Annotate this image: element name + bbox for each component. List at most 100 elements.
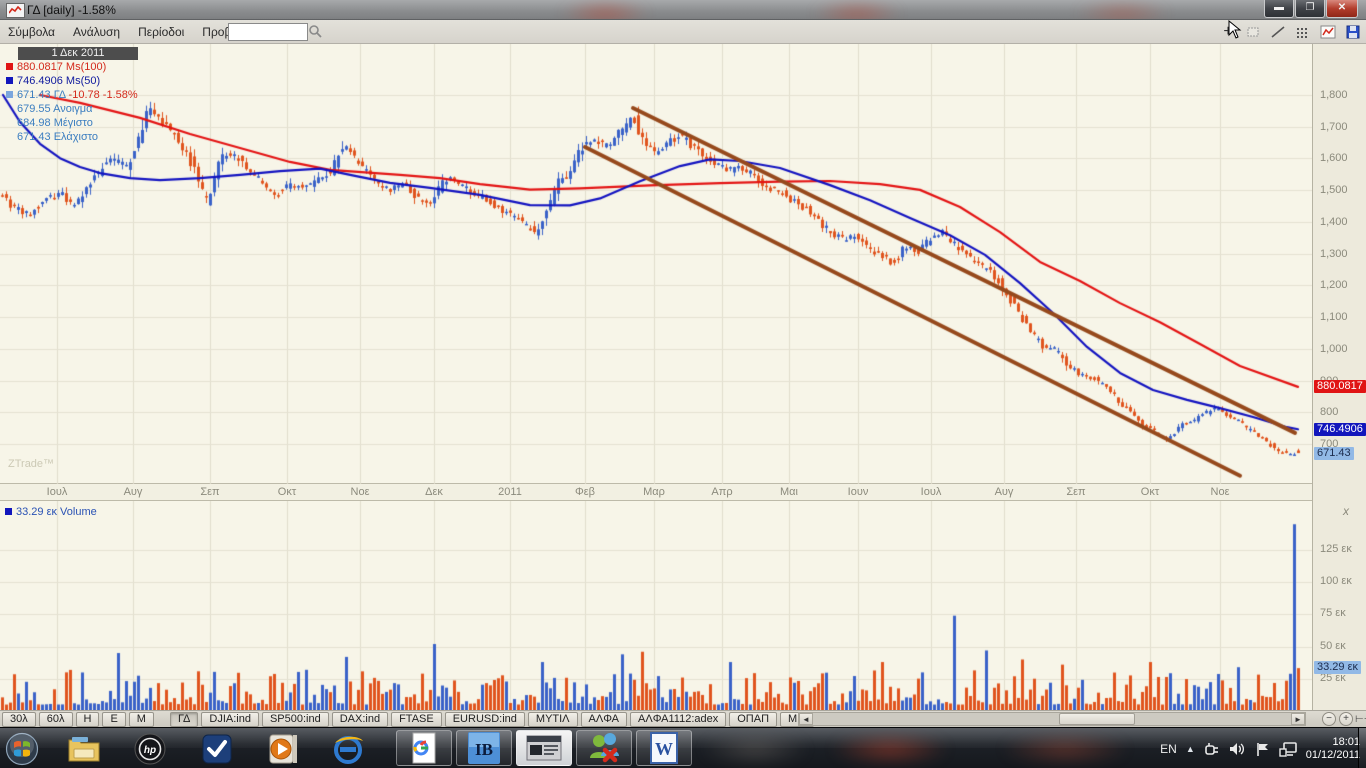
symbol-tab-bar: 30λ 60λ Η Ε Μ ΓΔ DJIA:ind SP500:ind DAX:ind FTASE… (2, 712, 815, 727)
close-button[interactable]: ✕ (1326, 0, 1358, 18)
x-tick-0: Ιουλ (46, 486, 68, 498)
legend-date: 1 Δεκ 2011 (18, 47, 138, 60)
word-button[interactable]: W (636, 730, 692, 766)
clock-time: 18:01 (1332, 735, 1360, 748)
price-tick-4: 1,400 (1320, 215, 1348, 228)
clock-date: 01/12/2011 (1305, 748, 1360, 761)
legend-text: 671.43 ΓΔ (17, 89, 69, 101)
symbol-tab-FTASE[interactable]: FTASE (391, 712, 442, 727)
volume-tick-1: 100 εκ (1320, 575, 1352, 588)
fit-width-icon[interactable]: ⊢⊣ (1355, 714, 1366, 725)
window-titlebar[interactable]: ΓΔ [daily] -1.58% ▬ ❐ ✕ (0, 0, 1366, 20)
scrollbar-thumb[interactable] (1059, 713, 1135, 725)
menu-list: Σύμβολα Ανάλυση Περίοδοι Προβολή (8, 20, 250, 44)
price-tag-1: 746.4906 (1314, 422, 1366, 436)
horizontal-scrollbar[interactable]: ◄ ► (798, 712, 1306, 726)
network-icon[interactable] (1279, 741, 1297, 757)
app-icon (6, 3, 25, 18)
price-tick-2: 1,600 (1320, 152, 1348, 165)
taskbar: hp IB W EN ▲ (0, 727, 1366, 768)
price-tick-6: 1,200 (1320, 279, 1348, 292)
restore-button[interactable]: ❐ (1295, 0, 1325, 18)
x-tick-3: Οκτ (277, 486, 297, 498)
period-tab-30λ[interactable]: 30λ (2, 712, 36, 727)
price-tick-1: 1,700 (1320, 120, 1348, 133)
show-desktop-button[interactable] (1358, 728, 1366, 768)
media-player-icon[interactable] (263, 730, 303, 767)
interactive-brokers-button[interactable]: IB (456, 730, 512, 766)
drawing-toolbar: + (1219, 21, 1362, 43)
google-desktop-button[interactable] (396, 730, 452, 766)
menu-1[interactable]: Ανάλυση (73, 25, 121, 39)
messenger-button[interactable] (576, 730, 632, 766)
svg-text:hp: hp (144, 745, 156, 756)
legend-change-text: -10.78 -1.58% (68, 89, 138, 101)
volume-tick-0: 125 εκ (1320, 543, 1352, 555)
ztrade-chart-app-button[interactable] (516, 730, 572, 766)
symbol-tab-EURUSD:ind[interactable]: EURUSD:ind (444, 712, 525, 727)
language-indicator[interactable]: EN (1160, 741, 1177, 756)
period-tab-Μ[interactable]: Μ (128, 712, 154, 727)
action-center-flag-icon[interactable] (1255, 741, 1270, 757)
save-icon[interactable] (1344, 23, 1362, 41)
period-tab-60λ[interactable]: 60λ (38, 712, 73, 727)
trendline-icon[interactable] (1269, 23, 1287, 41)
menu-2[interactable]: Περίοδοι (138, 25, 185, 39)
check-app-icon[interactable] (197, 730, 237, 767)
x-tick-12: Ιουλ (920, 486, 942, 498)
chart-icon[interactable] (1319, 23, 1337, 41)
speaker-icon[interactable] (1229, 741, 1246, 757)
symbol-tab-ΟΠΑΠ[interactable]: ΟΠΑΠ (729, 712, 778, 727)
glass-blur (812, 2, 902, 19)
menu-0[interactable]: Σύμβολα (8, 25, 55, 39)
hidden-icons-arrow[interactable]: ▲ (1185, 743, 1195, 754)
glass-blur (1075, 2, 1170, 19)
svg-text:IB: IB (475, 740, 493, 759)
internet-explorer-icon[interactable] (328, 730, 368, 767)
symbol-tab-SP500:ind[interactable]: SP500:ind (261, 712, 329, 727)
price-tick-3: 1,500 (1320, 184, 1348, 197)
legend-text: 880.0817 Ms(100) (17, 61, 107, 73)
x-tick-16: Νοε (1210, 486, 1230, 498)
x-axis: Ιουλ Αυγ Σεπ Οκτ Νοε Δεκ 2011 Φεβ Μαρ Απρ Μαι Ιουν Ι… (0, 484, 1312, 500)
zoom-out-button[interactable]: − (1322, 712, 1336, 726)
scroll-left-arrow[interactable]: ◄ (799, 713, 813, 725)
symbol-tab-DAX:ind[interactable]: DAX:ind (331, 712, 389, 727)
hatch-icon[interactable] (1294, 23, 1312, 41)
symbol-tab-ΜΥΤΙΛ[interactable]: ΜΥΤΙΛ (527, 712, 578, 727)
legend-row-1: 746.4906 Ms(50) (6, 75, 100, 87)
power-plug-icon[interactable] (1204, 741, 1220, 757)
volume-legend-label: 33.29 εκ Volume (16, 506, 97, 518)
legend-marker (6, 77, 13, 84)
scroll-right-arrow[interactable]: ► (1291, 713, 1305, 725)
symbol-tab-ΓΔ[interactable]: ΓΔ (169, 712, 199, 727)
symbol-tab-ΑΛΦΑ[interactable]: ΑΛΦΑ (580, 712, 628, 727)
start-button[interactable] (2, 730, 42, 767)
price-chart-panel: 1 Δεκ 2011 880.0817 Ms(100) 746.4906 Ms(5… (0, 44, 1312, 484)
x-tick-2: Σεπ (200, 486, 220, 498)
symbol-tab-DJIA:ind[interactable]: DJIA:ind (201, 712, 259, 727)
taskbar-sheen (0, 728, 1366, 748)
volume-tick-2: 75 εκ (1320, 607, 1346, 620)
volume-tick-3: 50 εκ (1320, 639, 1346, 652)
symbol-search-input[interactable] (228, 23, 308, 41)
legend-spacer (6, 119, 13, 126)
legend-text: 679.55 Ανοιγμα (17, 103, 93, 115)
region-icon[interactable] (1244, 23, 1262, 41)
panel-close-icon[interactable]: x (1343, 504, 1349, 518)
symbol-tab-ΑΛΦΑ1112:adex[interactable]: ΑΛΦΑ1112:adex (630, 712, 727, 727)
period-tab-Ε[interactable]: Ε (102, 712, 126, 727)
crosshair-icon[interactable]: + (1223, 23, 1233, 40)
legend-spacer (6, 105, 13, 112)
hp-icon[interactable]: hp (130, 730, 170, 767)
search-icon[interactable] (308, 24, 323, 44)
clock[interactable]: 18:01 01/12/2011 (1306, 736, 1360, 762)
zoom-in-button[interactable]: + (1339, 712, 1353, 726)
period-tab-Η[interactable]: Η (75, 712, 100, 727)
volume-canvas[interactable] (0, 501, 1312, 711)
windows-explorer-icon[interactable] (64, 730, 104, 767)
minimize-button[interactable]: ▬ (1264, 0, 1294, 18)
price-chart-canvas[interactable] (0, 44, 1312, 484)
legend-row-4: 684.98 Μέγιστο (6, 117, 93, 129)
mouse-cursor (1228, 19, 1242, 45)
